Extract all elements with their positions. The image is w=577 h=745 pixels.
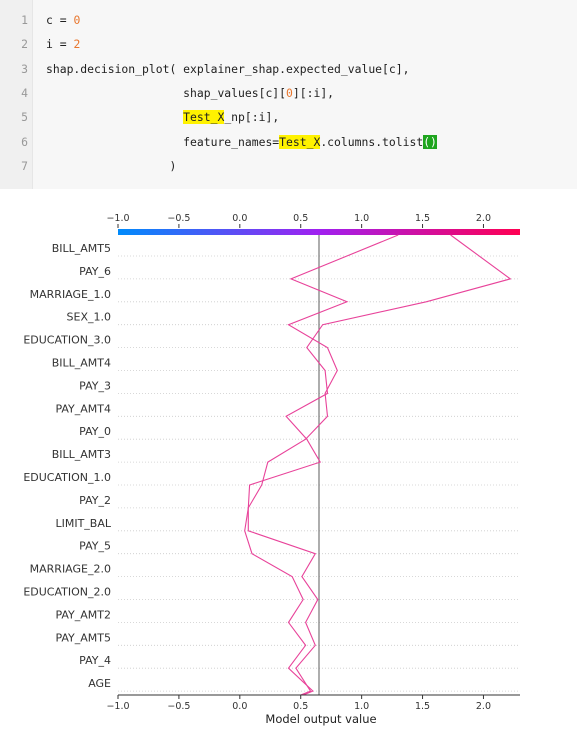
- bottom-tick-label: −1.0: [106, 701, 129, 712]
- feature-label: PAY_0: [79, 425, 111, 438]
- line-number: 7: [21, 158, 28, 173]
- top-tick-label: 1.5: [415, 213, 430, 224]
- code-text: Test_X_np[:i],: [46, 107, 279, 127]
- code-token: c =: [46, 13, 74, 27]
- code-text: shap_values[c][0][:i],: [46, 83, 334, 103]
- feature-label: EDUCATION_1.0: [23, 471, 111, 484]
- code-token: feature_names=: [46, 134, 280, 149]
- code-token: shap_values[c][: [46, 85, 287, 100]
- top-tick-label: 1.0: [354, 213, 369, 224]
- feature-label: PAY_AMT5: [55, 631, 111, 644]
- code-line[interactable]: 3 shap.decision_plot( explainer_shap.expe…: [0, 59, 577, 79]
- feature-label: PAY_5: [79, 540, 111, 553]
- line-number: 2: [21, 37, 28, 52]
- code-line[interactable]: 6 feature_names=Test_X.columns.tolist(): [0, 132, 577, 152]
- line-number-gutter: [0, 0, 33, 189]
- code-line[interactable]: 5 Test_X_np[:i],: [0, 107, 577, 127]
- line-number: 5: [21, 110, 28, 125]
- feature-label: EDUCATION_3.0: [23, 334, 111, 347]
- line-number: 3: [21, 61, 28, 76]
- feature-label: PAY_3: [79, 379, 111, 392]
- code-line[interactable]: 4 shap_values[c][0][:i],: [0, 83, 577, 103]
- feature-label: PAY_AMT2: [55, 608, 111, 621]
- bottom-tick-label: 0.5: [293, 701, 308, 712]
- bottom-tick-label: 0.0: [232, 701, 247, 712]
- code-text: feature_names=Test_X.columns.tolist(): [46, 132, 437, 152]
- code-text: i = 2: [46, 34, 80, 54]
- feature-label: AGE: [88, 677, 111, 690]
- feature-label: BILL_AMT3: [52, 448, 111, 461]
- feature-label: PAY_4: [79, 654, 111, 667]
- code-token: _np[:i],: [224, 110, 280, 125]
- feature-label: BILL_AMT4: [52, 357, 111, 370]
- feature-label: EDUCATION_2.0: [23, 586, 111, 599]
- line-number: 6: [21, 134, 28, 149]
- decision-line: [247, 234, 399, 696]
- line-number: 1: [21, 13, 28, 27]
- top-tick-label: −1.0: [106, 213, 129, 224]
- feature-label: PAY_6: [79, 265, 111, 278]
- code-token: Test_X: [183, 110, 225, 125]
- bottom-tick-label: 1.5: [415, 701, 430, 712]
- x-axis-label: Model output value: [265, 712, 376, 726]
- code-token: .columns.tolist: [320, 134, 424, 149]
- feature-label: PAY_AMT4: [55, 402, 111, 415]
- code-text: c = 0: [46, 10, 80, 30]
- code-token: Test_X: [279, 134, 321, 149]
- feature-label: BILL_AMT5: [52, 242, 111, 255]
- decision-lines: [244, 234, 512, 696]
- code-token: [46, 110, 183, 124]
- feature-label: MARRIAGE_1.0: [30, 288, 111, 301]
- code-token: 2: [73, 37, 81, 52]
- top-tick-label: 2.0: [476, 213, 491, 224]
- code-token: shap.decision_plot( explainer_shap.expec…: [46, 61, 410, 76]
- feature-label: MARRIAGE_2.0: [30, 563, 111, 576]
- top-tick-label: −0.5: [167, 213, 190, 224]
- code-line[interactable]: 1 c = 0: [0, 10, 577, 30]
- code-text: shap.decision_plot( explainer_shap.expec…: [46, 59, 409, 79]
- code-token: ][:i],: [292, 85, 335, 100]
- x-axis: −1.0 −1.0 −0.5 −0.5 0.0 0.0 0.5 0.5 1.0 1.0 1.5 1.5…: [106, 213, 520, 726]
- bottom-tick-label: 2.0: [476, 701, 491, 712]
- top-tick-label: 0.5: [293, 213, 308, 224]
- line-number: 4: [21, 85, 28, 100]
- code-text: ): [46, 156, 176, 176]
- decision-plot: BILL_AMT5 PAY_6 MARRIAGE_1.0 SEX_1.0 EDUCATI…: [23, 213, 520, 726]
- code-token: (): [423, 134, 437, 149]
- feature-label: PAY_2: [79, 494, 111, 507]
- colorbar-gradient: [118, 229, 520, 235]
- code-token: i =: [46, 37, 74, 52]
- decision-line: [244, 234, 512, 696]
- feature-label: SEX_1.0: [67, 311, 111, 324]
- colorbar: [118, 229, 520, 235]
- feature-labels: BILL_AMT5 PAY_6 MARRIAGE_1.0 SEX_1.0 EDUCATI…: [23, 242, 112, 690]
- bottom-tick-label: 1.0: [354, 701, 369, 712]
- code-token: 0: [286, 85, 293, 100]
- bottom-tick-label: −0.5: [167, 701, 190, 712]
- code-token: ): [46, 158, 177, 173]
- feature-label: LIMIT_BAL: [55, 517, 111, 530]
- code-token: 0: [73, 13, 81, 27]
- top-tick-label: 0.0: [232, 213, 247, 224]
- code-line[interactable]: 7 ): [0, 156, 577, 176]
